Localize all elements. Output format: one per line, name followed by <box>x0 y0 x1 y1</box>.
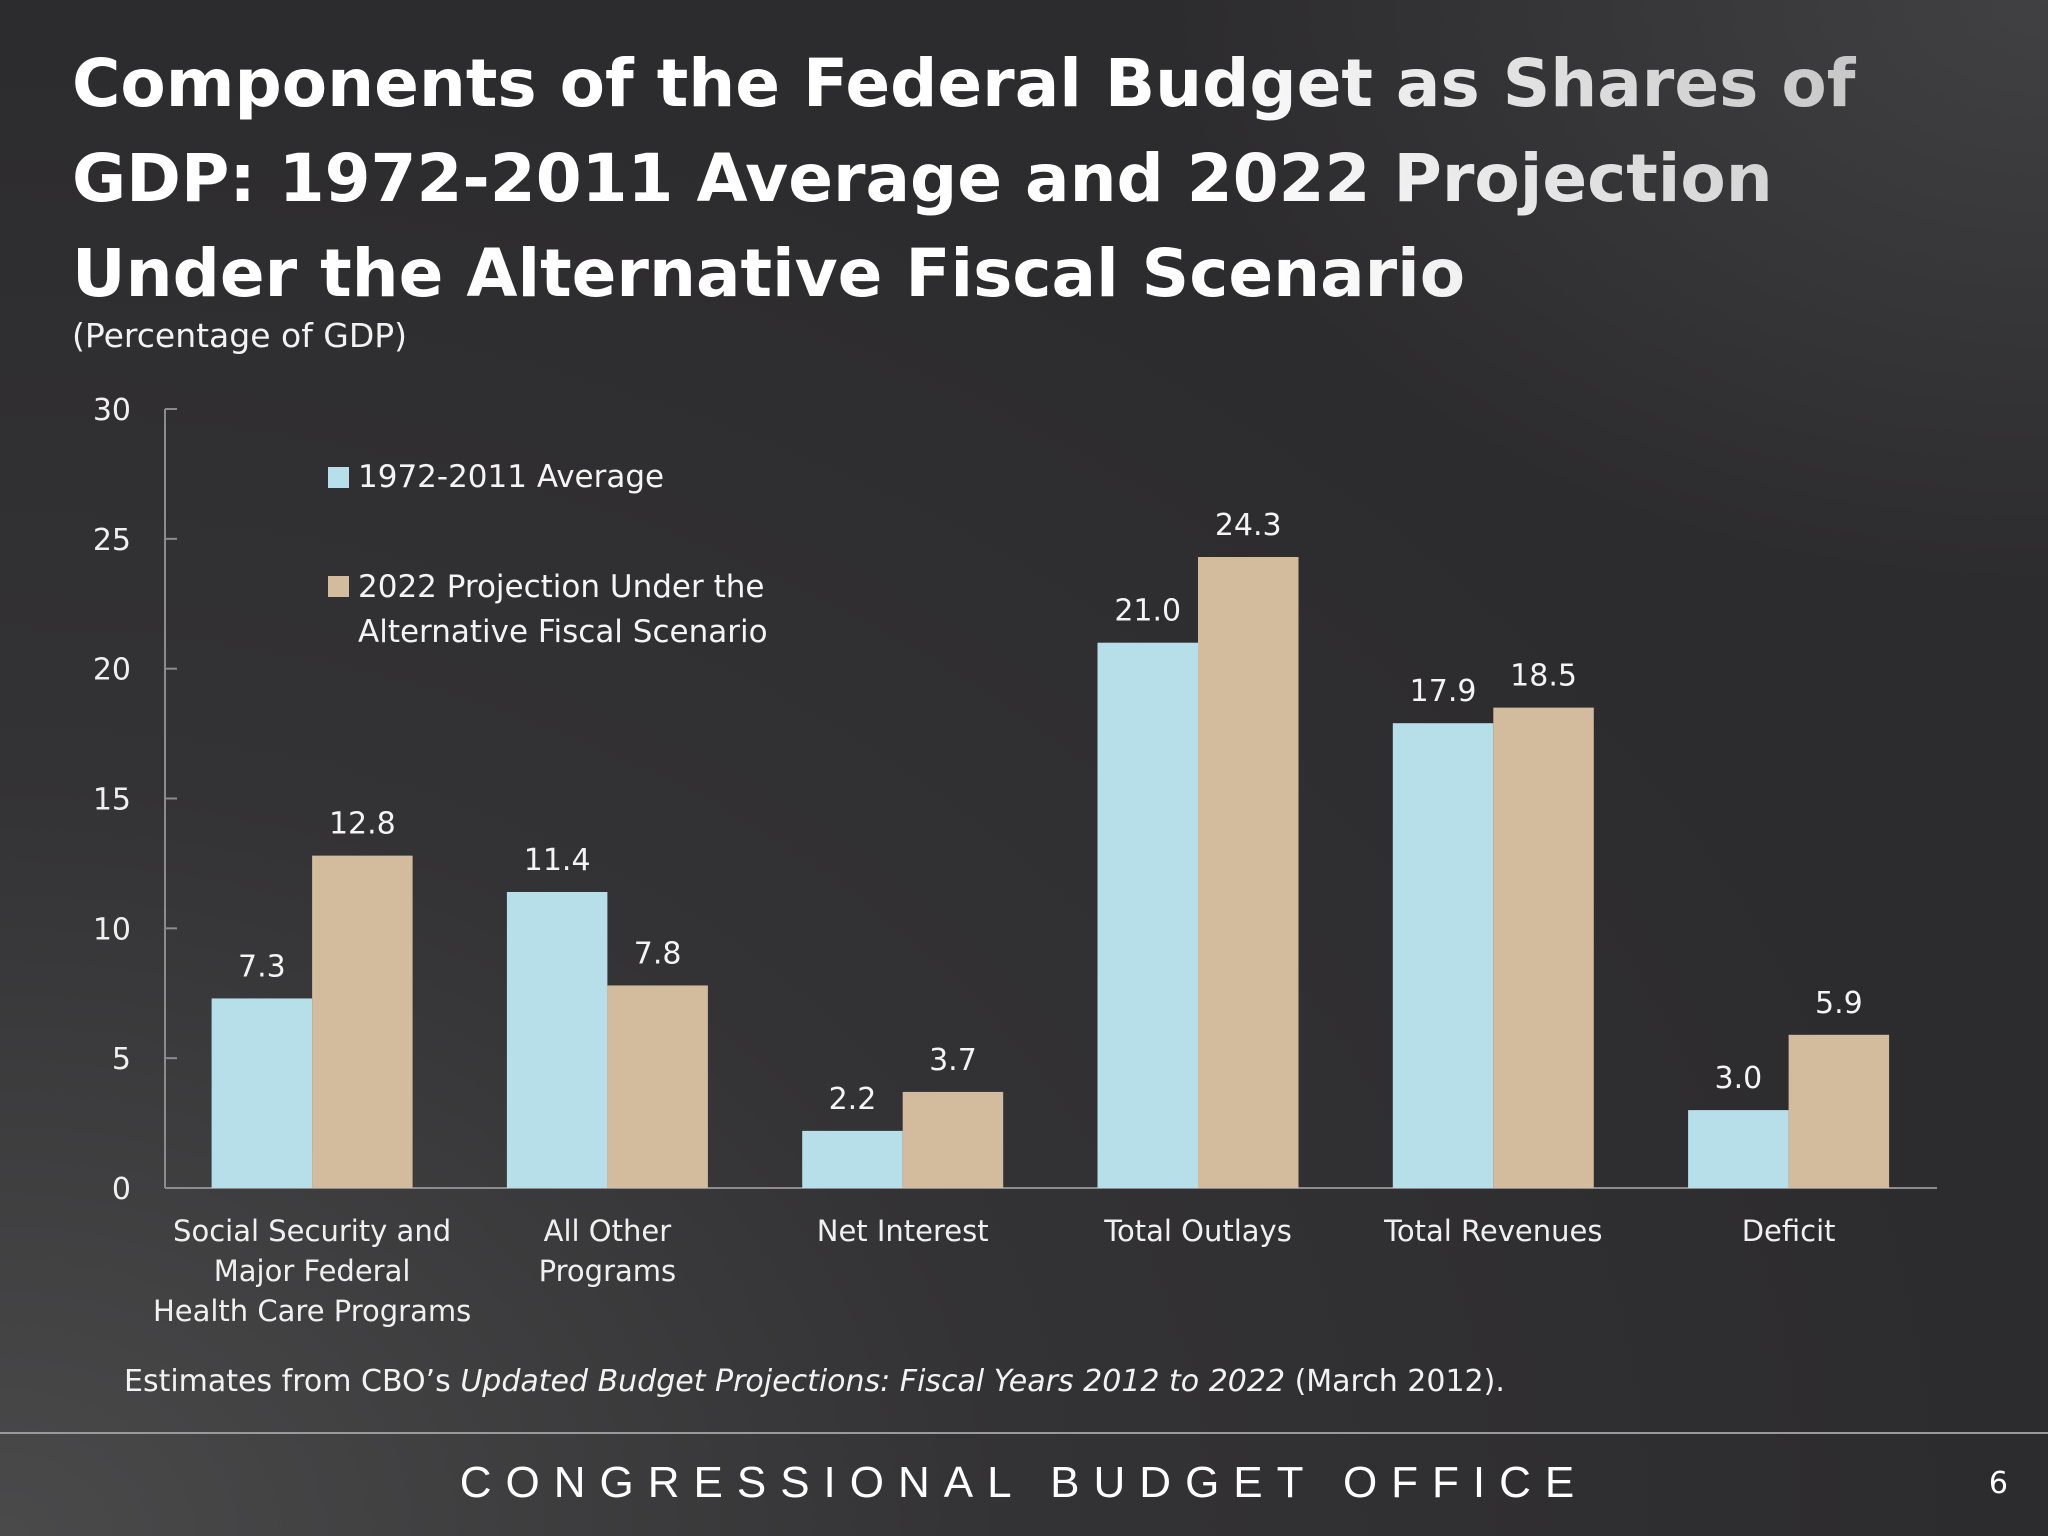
legend-label-projection: 2022 Projection Under the <box>358 569 764 605</box>
data-label: 17.9 <box>1410 674 1477 709</box>
data-label: 7.3 <box>238 949 286 984</box>
data-label: 5.9 <box>1815 986 1863 1021</box>
bar-projection <box>1198 557 1299 1188</box>
note-suffix: (March 2012). <box>1285 1364 1505 1399</box>
x-category-label: Deficit <box>1742 1214 1836 1248</box>
data-label: 11.4 <box>524 843 591 878</box>
y-tick-label: 15 <box>93 783 131 818</box>
x-category-label: Health Care Programs <box>153 1294 471 1328</box>
x-category-label: Total Revenues <box>1383 1214 1602 1248</box>
bar-projection <box>607 985 708 1188</box>
y-tick-label: 5 <box>112 1042 131 1077</box>
data-label: 12.8 <box>329 807 396 842</box>
y-tick-label: 10 <box>93 912 131 947</box>
bar-projection <box>312 855 413 1188</box>
note-publication-title: Updated Budget Projections: Fiscal Years… <box>460 1364 1286 1399</box>
footer-divider <box>0 1432 2048 1434</box>
bar-average <box>506 891 608 1188</box>
bar-projection <box>902 1091 1004 1188</box>
note-prefix: Estimates from CBO’s <box>124 1364 461 1399</box>
y-tick-label: 20 <box>93 653 131 688</box>
bar-average <box>802 1130 903 1188</box>
legend-label-average: 1972-2011 Average <box>358 459 664 495</box>
x-category-label: Net Interest <box>817 1214 989 1248</box>
bar-average <box>1097 642 1198 1188</box>
data-label: 2.2 <box>829 1082 877 1117</box>
data-label: 21.0 <box>1114 594 1181 629</box>
x-category-label: Programs <box>539 1254 676 1288</box>
bar-average <box>1688 1110 1789 1188</box>
bar-average <box>211 998 313 1188</box>
x-category-label: All Other <box>544 1214 672 1248</box>
legend-label-projection: Alternative Fiscal Scenario <box>358 614 768 650</box>
legend-swatch-projection <box>328 576 349 597</box>
y-axis-unit-label: (Percentage of GDP) <box>72 316 408 355</box>
data-label: 3.0 <box>1714 1061 1762 1096</box>
y-tick-label: 30 <box>93 393 131 428</box>
data-label: 3.7 <box>929 1043 977 1078</box>
x-category-label: Major Federal <box>214 1254 411 1288</box>
footer-organization: CONGRESSIONAL BUDGET OFFICE <box>459 1458 1589 1507</box>
y-tick-label: 0 <box>112 1172 131 1207</box>
x-category-label: Total Outlays <box>1103 1214 1292 1248</box>
data-label: 24.3 <box>1215 508 1282 543</box>
bar-projection <box>1788 1034 1890 1188</box>
x-category-label: Social Security and <box>173 1214 451 1248</box>
bar-average <box>1392 723 1494 1188</box>
chart-title: Components of the Federal Budget as Shar… <box>72 45 1856 312</box>
page-number: 6 <box>1988 1466 2008 1501</box>
data-label: 7.8 <box>634 936 682 971</box>
bar-projection <box>1493 707 1594 1188</box>
legend-swatch-average <box>328 467 349 488</box>
y-tick-label: 25 <box>93 523 131 558</box>
data-label: 18.5 <box>1510 659 1577 694</box>
source-note: Estimates from CBO’s Updated Budget Proj… <box>124 1364 1505 1399</box>
